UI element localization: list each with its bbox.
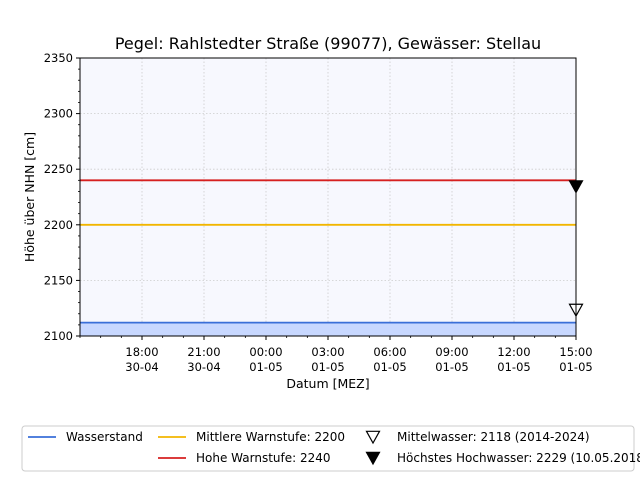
legend: Wasserstand Mittlere Warnstufe: 2200 Hohe … xyxy=(21,425,640,472)
x-tick-label-date: 01-05 xyxy=(311,360,344,374)
x-tick-label-date: 01-05 xyxy=(559,360,592,374)
y-axis-label: Höhe über NHN [cm] xyxy=(22,132,37,262)
x-tick-label-time: 21:00 xyxy=(187,345,220,359)
y-axis: 2100 2150 2200 2250 2300 2350 xyxy=(44,51,80,343)
legend-label: Wasserstand xyxy=(66,430,143,444)
chart-title: Pegel: Rahlstedter Straße (99077), Gewäs… xyxy=(115,34,541,53)
x-axis: 18:0030-0421:0030-0400:0001-0503:0001-05… xyxy=(79,336,593,374)
x-tick-label-date: 01-05 xyxy=(373,360,406,374)
y-tick-label: 2350 xyxy=(44,51,73,65)
series-layer xyxy=(80,179,584,336)
x-axis-label: Datum [MEZ] xyxy=(286,376,369,391)
y-tick-label: 2200 xyxy=(44,218,73,232)
y-tick-label: 2250 xyxy=(44,162,73,176)
x-tick-label-time: 18:00 xyxy=(125,345,158,359)
y-tick-label: 2300 xyxy=(44,107,73,121)
legend-marker xyxy=(365,430,381,445)
wasserstand-area xyxy=(80,322,576,336)
x-tick-label-date: 01-05 xyxy=(249,360,282,374)
x-tick-label-date: 30-04 xyxy=(187,360,220,374)
y-tick-label: 2100 xyxy=(44,329,73,343)
x-tick-label-time: 03:00 xyxy=(311,345,344,359)
x-tick-label-time: 15:00 xyxy=(559,345,592,359)
legend-label: Mittelwasser: 2118 (2014-2024) xyxy=(397,430,590,444)
legend-label: Höchstes Hochwasser: 2229 (10.05.2018) xyxy=(397,451,640,465)
x-tick-label-date: 30-04 xyxy=(125,360,158,374)
y-tick-label: 2150 xyxy=(44,273,73,287)
legend-label: Hohe Warnstufe: 2240 xyxy=(196,451,331,465)
x-tick-label-date: 01-05 xyxy=(497,360,530,374)
legend-marker xyxy=(365,451,381,466)
x-tick-label-time: 00:00 xyxy=(249,345,282,359)
x-tick-label-time: 12:00 xyxy=(497,345,530,359)
x-tick-label-time: 06:00 xyxy=(373,345,406,359)
plot-area xyxy=(80,58,576,336)
x-tick-label-time: 09:00 xyxy=(435,345,468,359)
legend-label: Mittlere Warnstufe: 2200 xyxy=(196,430,345,444)
x-tick-label-date: 01-05 xyxy=(435,360,468,374)
